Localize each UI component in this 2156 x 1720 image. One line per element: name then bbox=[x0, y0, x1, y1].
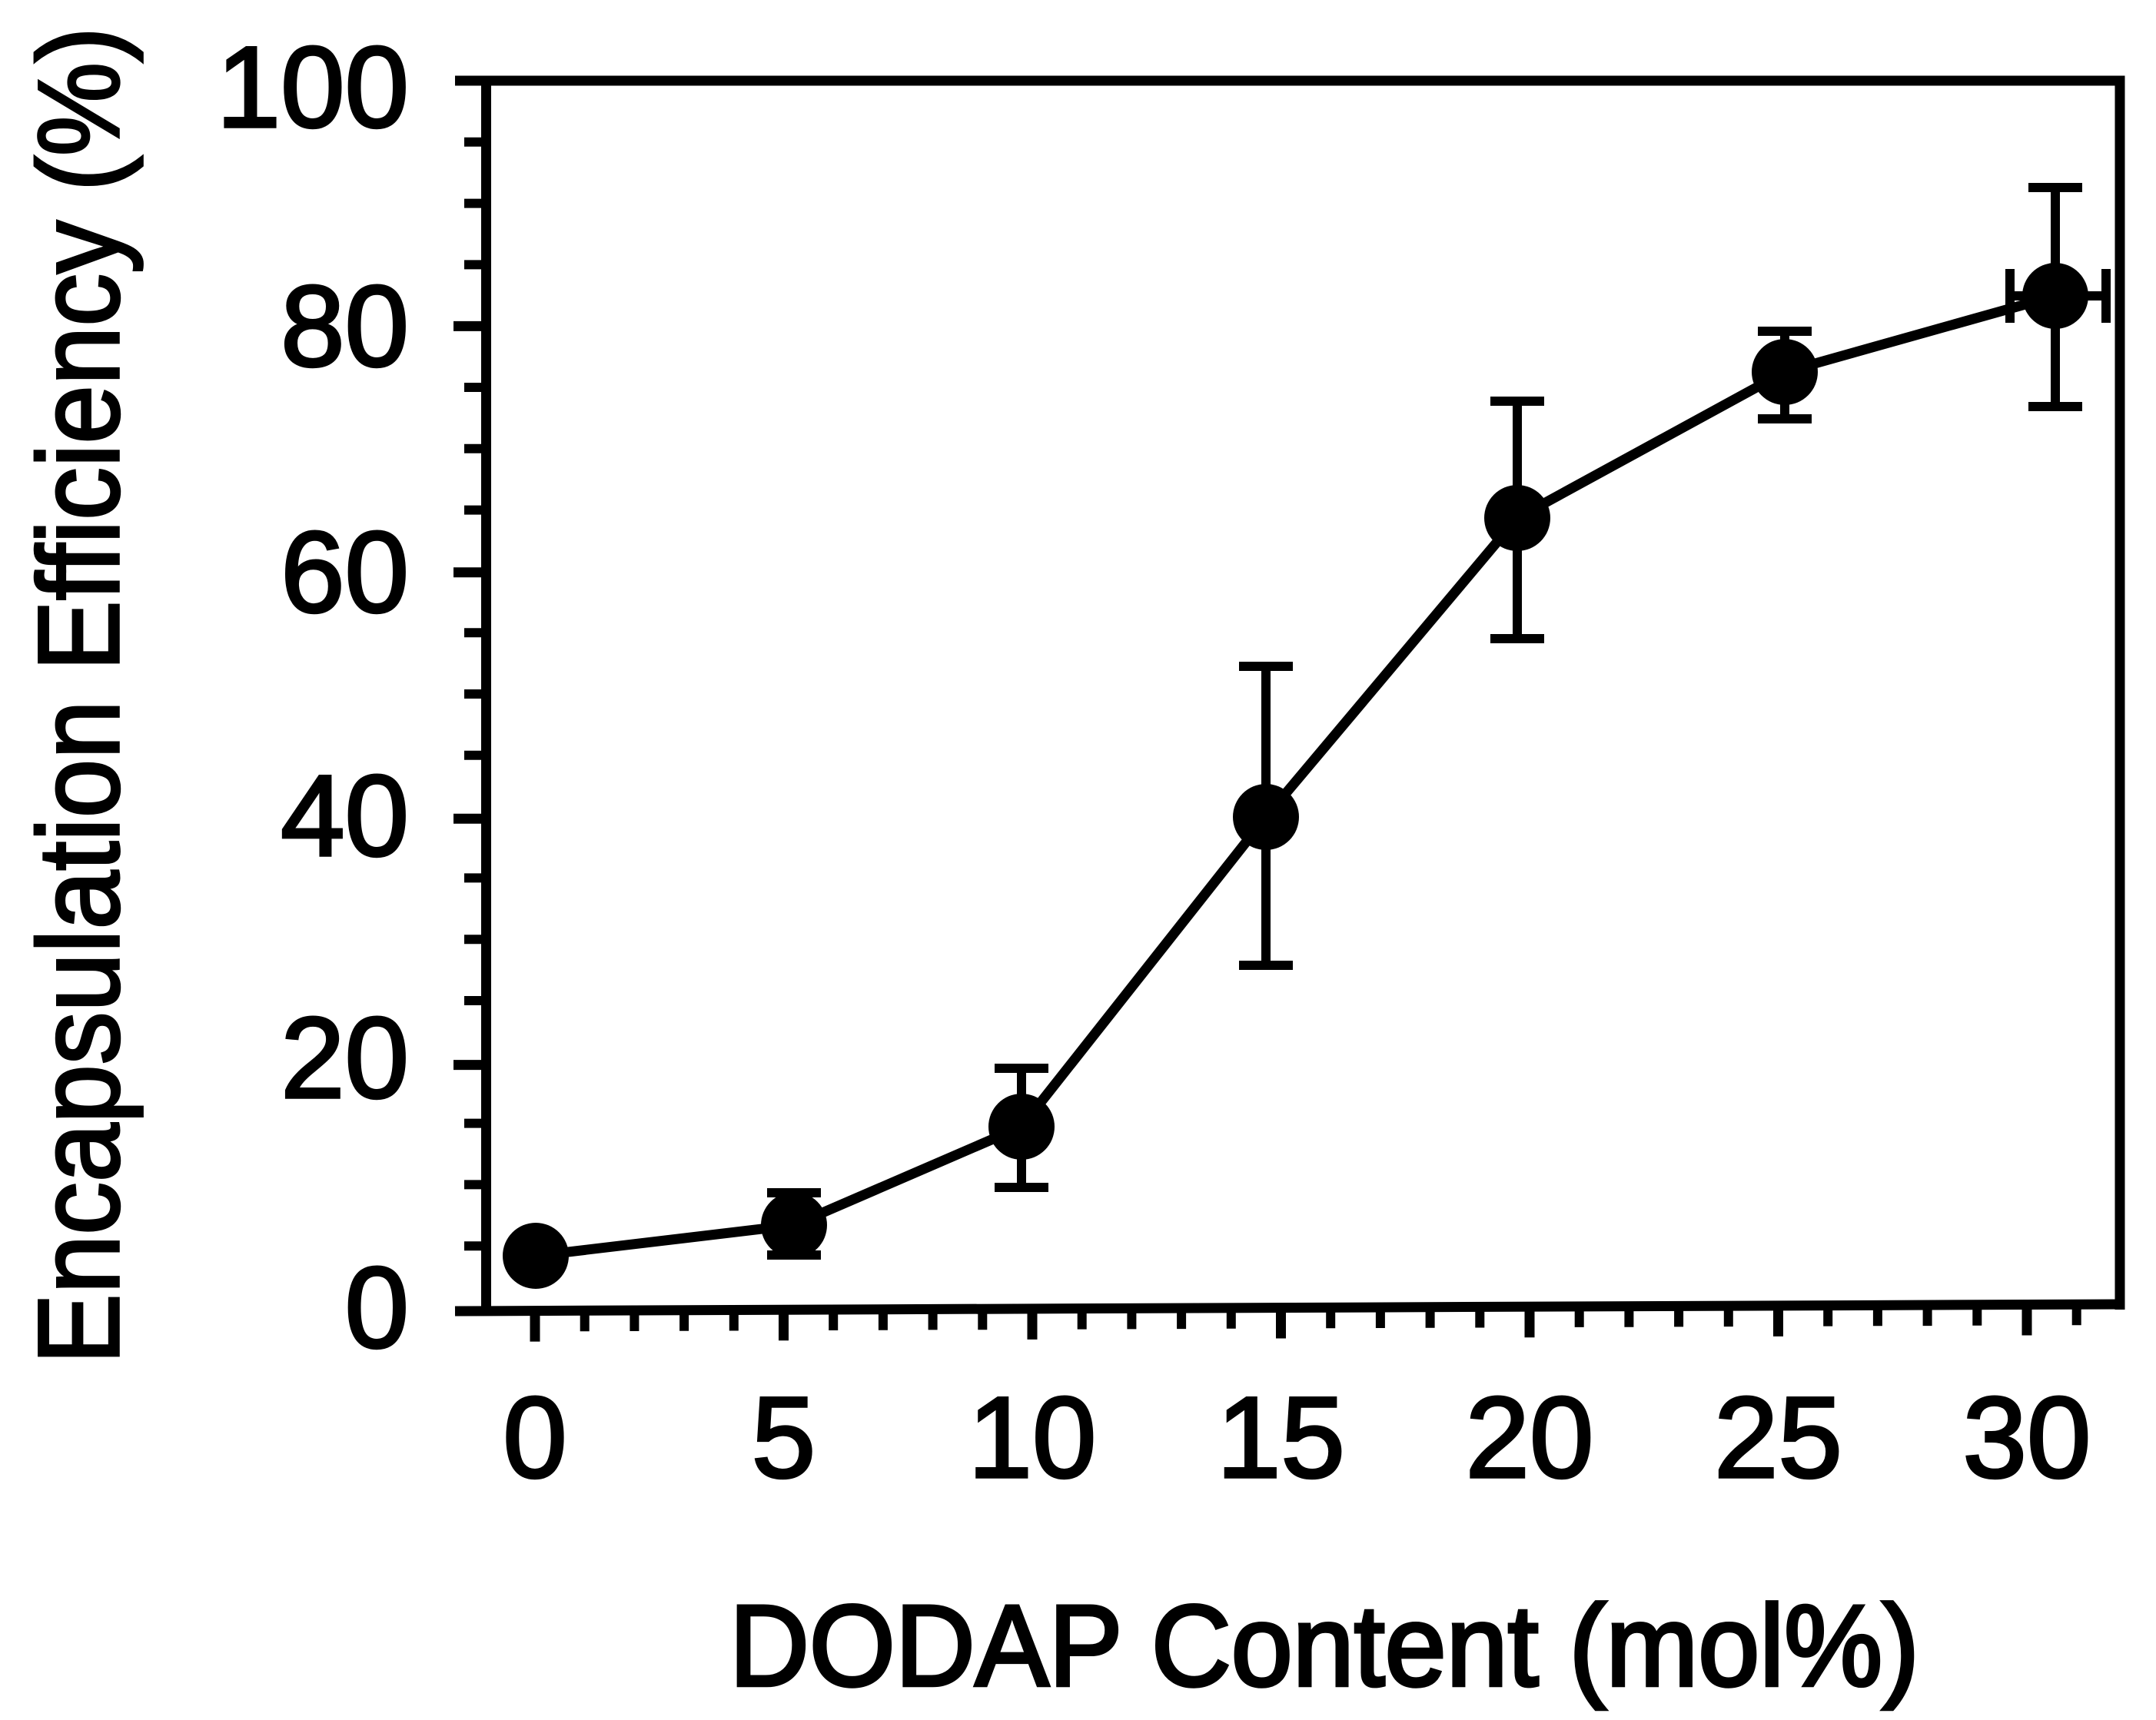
svg-text:25: 25 bbox=[1714, 1373, 1842, 1502]
svg-text:80: 80 bbox=[281, 261, 409, 390]
svg-text:5: 5 bbox=[752, 1373, 816, 1502]
svg-text:15: 15 bbox=[1217, 1373, 1345, 1502]
svg-text:40: 40 bbox=[281, 751, 409, 880]
svg-text:30: 30 bbox=[1963, 1373, 2091, 1502]
svg-text:100: 100 bbox=[217, 22, 409, 151]
svg-text:20: 20 bbox=[281, 993, 409, 1122]
svg-text:60: 60 bbox=[281, 507, 409, 636]
svg-text:DODAP Content (mol%): DODAP Content (mol%) bbox=[729, 1582, 1919, 1710]
svg-text:10: 10 bbox=[968, 1373, 1097, 1502]
svg-text:0: 0 bbox=[503, 1373, 566, 1502]
svg-text:Encapsulation Efficiency (%): Encapsulation Efficiency (%) bbox=[15, 27, 144, 1364]
svg-text:20: 20 bbox=[1466, 1373, 1594, 1502]
svg-text:0: 0 bbox=[345, 1243, 409, 1372]
